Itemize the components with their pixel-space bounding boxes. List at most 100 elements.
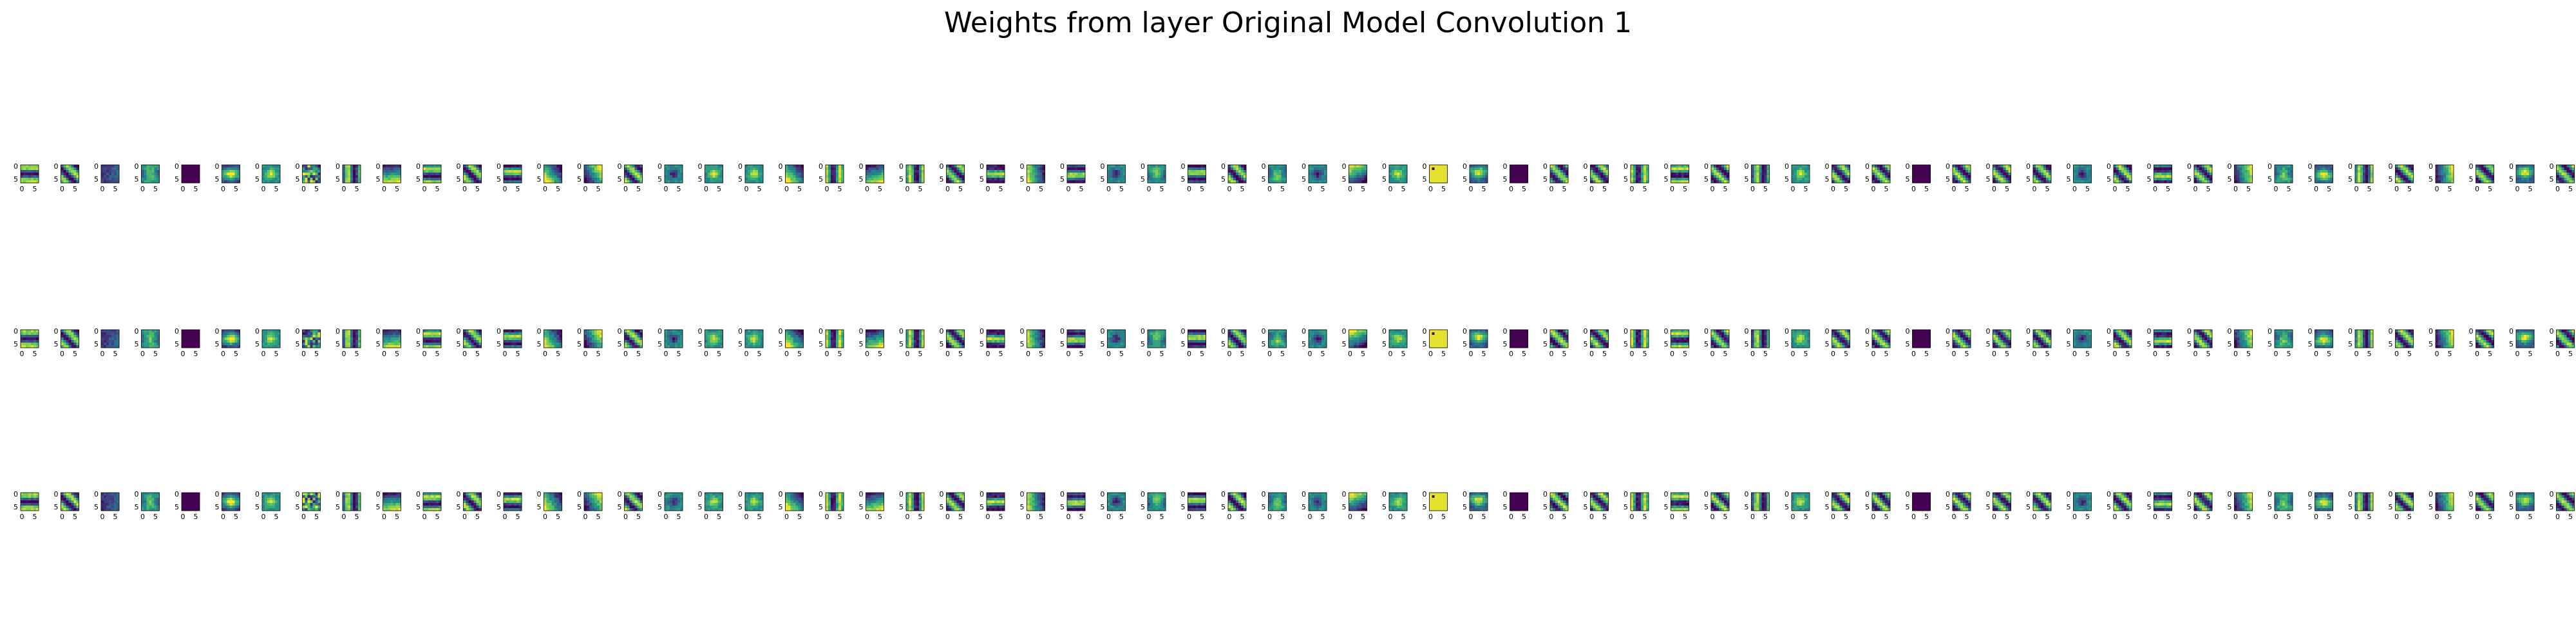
kernel-pixel bbox=[753, 343, 756, 346]
kernel-pixel bbox=[866, 340, 869, 343]
kernel-pixel bbox=[624, 173, 627, 176]
kernel-pixel bbox=[2327, 167, 2331, 171]
kernel-pixel bbox=[267, 343, 270, 346]
kernel-pixel bbox=[1075, 165, 1078, 168]
kernel-pixel bbox=[881, 167, 884, 171]
kernel-pixel bbox=[270, 330, 273, 333]
kernel-pixel bbox=[1364, 175, 1367, 178]
kernel-pixel bbox=[1797, 180, 1800, 184]
kernel-pixel bbox=[793, 175, 796, 178]
kernel-pixel bbox=[302, 332, 305, 336]
kernel-pixel bbox=[1321, 178, 1325, 181]
kernel-pixel bbox=[151, 167, 155, 171]
x-tick-label: 5 bbox=[2246, 185, 2251, 193]
kernel-pixel bbox=[2521, 170, 2524, 173]
kernel-pixel bbox=[1673, 180, 1676, 184]
kernel-pixel bbox=[423, 178, 426, 181]
kernel-pixel bbox=[911, 345, 914, 348]
x-tick-label: 5 bbox=[596, 185, 601, 193]
kernel-pixel bbox=[544, 178, 547, 181]
kernel-pixel bbox=[66, 332, 69, 336]
kernel-pixel bbox=[2446, 175, 2449, 178]
kernel-pixel bbox=[265, 170, 268, 173]
kernel-pixel bbox=[194, 340, 198, 343]
kernel-pixel bbox=[2516, 165, 2519, 168]
kernel-pixel bbox=[665, 175, 668, 178]
kernel-pixel bbox=[2088, 175, 2092, 178]
x-tick-label: 0 bbox=[2354, 185, 2359, 193]
kernel-pixel bbox=[1558, 178, 1561, 181]
kernel-image bbox=[1993, 165, 2011, 184]
kernel-pixel bbox=[66, 165, 69, 168]
kernel-pixel bbox=[184, 343, 187, 346]
kernel-pixel bbox=[1517, 165, 1520, 168]
kernel-pixel bbox=[28, 178, 32, 181]
kernel-pixel bbox=[232, 332, 235, 336]
kernel-pixel bbox=[278, 173, 281, 176]
kernel-pixel bbox=[267, 335, 270, 338]
kernel-frame bbox=[624, 329, 643, 348]
kernel-pixel bbox=[36, 175, 39, 178]
x-tick-label: 0 bbox=[623, 350, 628, 358]
kernel-pixel bbox=[1555, 173, 1558, 176]
kernel-pixel bbox=[2290, 173, 2293, 176]
kernel-pixel bbox=[1754, 170, 1757, 173]
kernel-pixel bbox=[1153, 170, 1156, 173]
kernel-pixel bbox=[1759, 173, 1762, 176]
kernel-pixel bbox=[426, 337, 429, 341]
kernel-pixel bbox=[866, 335, 869, 338]
kernel-pixel bbox=[2408, 178, 2411, 181]
kernel-pixel bbox=[1271, 178, 1274, 181]
kernel-pixel bbox=[1067, 180, 1070, 184]
kernel-frame bbox=[61, 164, 79, 184]
kernel-pixel bbox=[1995, 165, 1998, 168]
kernel-pixel bbox=[1671, 175, 1674, 178]
kernel-pixel bbox=[2126, 175, 2130, 178]
kernel-pixel bbox=[229, 332, 232, 336]
kernel-pixel bbox=[2526, 173, 2530, 176]
kernel-pixel bbox=[275, 173, 278, 176]
kernel-pixel bbox=[961, 340, 965, 343]
kernel-pixel bbox=[1198, 175, 1201, 178]
kernel-pixel bbox=[1676, 165, 1679, 168]
kernel-pixel bbox=[1110, 173, 1113, 176]
kernel-pixel bbox=[1397, 170, 1400, 173]
kernel-pixel bbox=[667, 178, 670, 181]
kernel-pixel bbox=[423, 330, 426, 333]
kernel-pixel bbox=[629, 180, 632, 184]
x-tick-label: 5 bbox=[1321, 185, 1325, 193]
x-tick-label: 0 bbox=[905, 185, 910, 193]
kernel-pixel bbox=[911, 337, 914, 341]
kernel-pixel bbox=[720, 165, 723, 168]
kernel-pixel bbox=[343, 170, 346, 173]
kernel-pixel bbox=[2322, 170, 2325, 173]
kernel-pixel bbox=[1228, 167, 1231, 171]
kernel-pixel bbox=[2320, 175, 2323, 178]
x-tick-label: 5 bbox=[1160, 185, 1164, 193]
kernel-pixel bbox=[559, 343, 562, 346]
kernel-pixel bbox=[156, 165, 160, 168]
kernel-pixel bbox=[946, 175, 949, 178]
x-tick-label: 5 bbox=[113, 350, 118, 358]
kernel-pixel bbox=[516, 175, 520, 178]
kernel-pixel bbox=[156, 345, 160, 348]
kernel-pixel bbox=[270, 335, 273, 338]
kernel-pixel bbox=[1802, 173, 1805, 176]
kernel-pixel bbox=[192, 175, 195, 178]
kernel-pixel bbox=[954, 337, 957, 341]
kernel-pixel bbox=[509, 175, 512, 178]
kernel-pixel bbox=[916, 340, 920, 343]
kernel-pixel bbox=[1236, 180, 1239, 184]
kernel-pixel bbox=[2249, 167, 2253, 171]
kernel-pixel bbox=[61, 165, 64, 168]
kernel-pixel bbox=[1756, 175, 1759, 178]
kernel-pixel bbox=[838, 178, 842, 181]
kernel-pixel bbox=[312, 165, 316, 168]
kernel-pixel bbox=[632, 332, 635, 336]
kernel-pixel bbox=[436, 170, 439, 173]
kernel-pixel bbox=[627, 178, 630, 181]
kernel-pixel bbox=[2049, 173, 2052, 176]
kernel-pixel bbox=[317, 170, 321, 173]
kernel-pixel bbox=[182, 340, 185, 343]
kernel-pixel bbox=[745, 170, 748, 173]
